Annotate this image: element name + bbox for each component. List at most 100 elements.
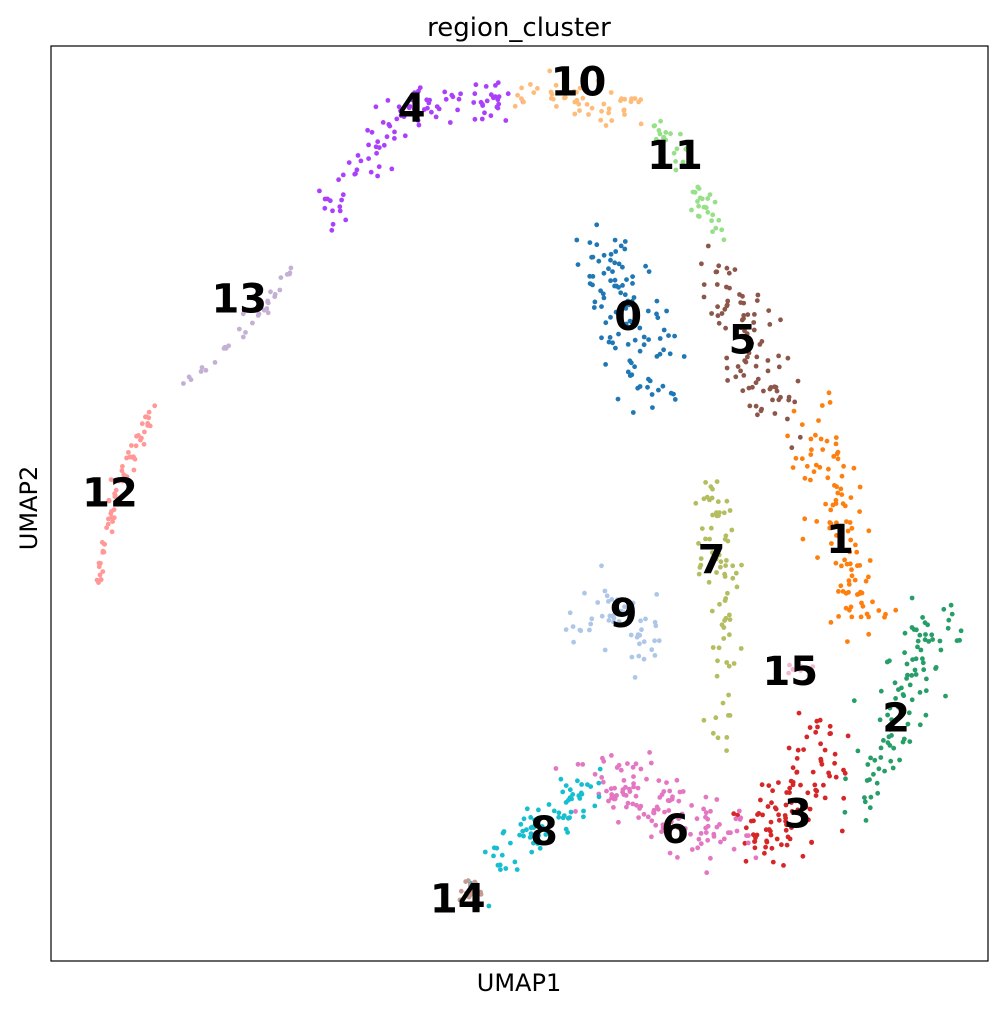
data-point-cluster-1 (827, 400, 833, 405)
data-point-cluster-8 (528, 825, 534, 831)
data-point-cluster-14 (464, 892, 470, 898)
data-point-cluster-6 (624, 804, 629, 810)
data-point-cluster-4 (392, 136, 397, 141)
data-point-cluster-6 (573, 809, 578, 814)
data-point-cluster-0 (612, 237, 618, 243)
data-point-cluster-8 (597, 766, 603, 772)
data-point-cluster-2 (917, 722, 923, 728)
data-point-cluster-2 (938, 647, 944, 653)
data-point-cluster-6 (689, 847, 695, 852)
data-point-cluster-3 (784, 842, 790, 848)
data-point-cluster-1 (849, 525, 855, 531)
data-point-cluster-5 (723, 325, 728, 331)
data-point-cluster-2 (921, 667, 927, 673)
data-point-cluster-9 (649, 647, 655, 653)
data-point-cluster-11 (696, 214, 702, 219)
data-point-cluster-6 (631, 774, 636, 779)
data-point-cluster-10 (554, 104, 559, 109)
data-point-cluster-4 (456, 96, 462, 102)
data-point-cluster-6 (665, 798, 671, 803)
data-point-cluster-6 (621, 778, 627, 783)
data-point-cluster-1 (866, 631, 872, 637)
data-point-cluster-13 (212, 360, 218, 365)
data-point-cluster-0 (610, 269, 615, 274)
data-point-cluster-7 (696, 541, 701, 546)
data-point-cluster-1 (808, 452, 814, 457)
data-point-cluster-7 (724, 660, 730, 665)
data-point-cluster-7 (710, 550, 715, 555)
data-point-cluster-10 (571, 89, 577, 94)
data-point-cluster-7 (727, 632, 732, 638)
data-point-cluster-9 (618, 608, 624, 614)
data-point-cluster-11 (695, 199, 700, 204)
data-point-cluster-3 (796, 710, 802, 716)
data-point-cluster-11 (658, 118, 663, 124)
data-point-cluster-3 (760, 812, 765, 818)
data-point-cluster-3 (770, 788, 775, 794)
data-point-cluster-7 (727, 612, 732, 618)
data-point-cluster-3 (822, 747, 828, 753)
data-point-cluster-5 (732, 267, 738, 272)
data-point-cluster-7 (715, 658, 720, 664)
data-point-cluster-4 (337, 208, 343, 214)
data-point-cluster-2 (945, 625, 951, 631)
data-point-cluster-5 (714, 269, 720, 275)
data-point-cluster-5 (725, 378, 730, 383)
data-point-cluster-8 (558, 776, 564, 782)
data-point-cluster-0 (649, 392, 655, 397)
data-point-cluster-5 (755, 412, 760, 418)
data-point-cluster-12 (120, 464, 125, 469)
data-point-cluster-5 (765, 358, 771, 363)
data-point-cluster-2 (875, 790, 881, 796)
data-point-cluster-3 (818, 741, 823, 747)
data-point-cluster-11 (696, 203, 701, 209)
data-point-cluster-6 (666, 828, 672, 834)
data-point-cluster-7 (693, 500, 699, 506)
data-point-cluster-2 (930, 637, 935, 642)
data-point-cluster-5 (724, 302, 730, 308)
data-point-cluster-0 (655, 315, 661, 321)
data-point-cluster-9 (607, 613, 613, 619)
data-point-cluster-1 (799, 456, 805, 462)
data-point-cluster-0 (607, 335, 613, 340)
data-point-cluster-4 (416, 88, 421, 94)
data-point-cluster-3 (752, 839, 757, 844)
data-point-cluster-8 (521, 833, 526, 839)
data-point-cluster-2 (924, 676, 929, 682)
data-point-cluster-6 (678, 814, 684, 820)
data-point-cluster-4 (375, 139, 381, 145)
data-point-cluster-7 (701, 496, 707, 502)
data-point-cluster-0 (592, 299, 598, 305)
data-point-cluster-7 (733, 570, 739, 576)
data-point-cluster-3 (795, 747, 801, 753)
data-point-cluster-6 (725, 830, 731, 836)
data-point-cluster-2 (885, 740, 891, 746)
data-point-cluster-11 (710, 229, 715, 235)
data-point-cluster-2 (941, 606, 947, 612)
data-point-cluster-9 (604, 593, 610, 599)
data-point-cluster-3 (765, 804, 771, 809)
data-point-cluster-1 (839, 473, 845, 479)
data-point-cluster-13 (265, 310, 271, 316)
data-point-cluster-2 (872, 757, 878, 763)
data-point-cluster-2 (901, 736, 907, 742)
data-point-cluster-7 (723, 615, 729, 621)
data-point-cluster-2 (926, 639, 932, 644)
data-point-cluster-1 (826, 390, 832, 396)
data-point-cluster-6 (606, 798, 611, 804)
data-point-cluster-6 (745, 840, 751, 846)
data-point-cluster-4 (458, 91, 463, 97)
data-point-cluster-2 (890, 765, 896, 771)
data-point-cluster-2 (881, 738, 886, 743)
data-point-cluster-6 (736, 808, 742, 814)
data-point-cluster-5 (716, 320, 722, 326)
data-point-cluster-0 (646, 337, 651, 342)
data-point-cluster-6 (609, 792, 615, 797)
data-point-cluster-0 (656, 387, 661, 393)
data-point-cluster-7 (739, 562, 744, 568)
data-point-cluster-1 (834, 520, 839, 526)
data-point-cluster-7 (721, 636, 727, 641)
data-point-cluster-8 (520, 828, 526, 834)
data-point-cluster-6 (666, 808, 672, 813)
data-point-cluster-1 (843, 605, 849, 611)
